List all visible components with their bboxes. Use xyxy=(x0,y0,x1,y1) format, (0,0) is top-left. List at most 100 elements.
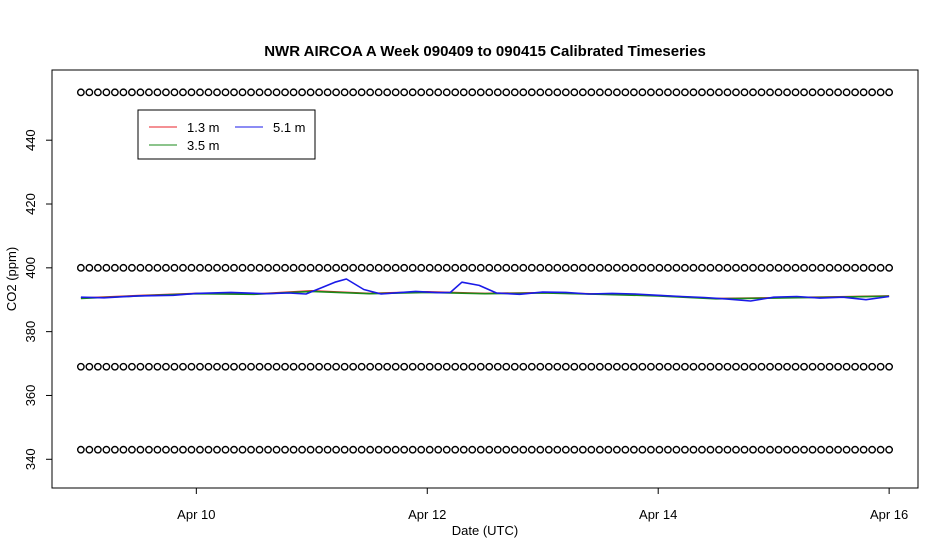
reference-marker xyxy=(561,362,570,371)
reference-marker xyxy=(527,362,536,371)
reference-marker xyxy=(153,445,162,454)
legend: 1.3 m 3.5 m 5.1 m xyxy=(137,109,316,160)
reference-marker xyxy=(834,88,842,97)
reference-marker xyxy=(468,263,477,272)
reference-marker xyxy=(723,445,732,454)
reference-marker xyxy=(570,445,579,454)
reference-marker xyxy=(110,445,119,454)
reference-marker xyxy=(664,445,672,454)
reference-marker xyxy=(740,445,749,454)
reference-marker xyxy=(383,88,392,97)
reference-marker xyxy=(638,445,647,454)
reference-marker xyxy=(255,263,264,272)
reference-marker xyxy=(93,88,102,97)
reference-marker xyxy=(510,88,519,97)
reference-marker xyxy=(595,362,604,371)
reference-marker xyxy=(664,263,672,272)
reference-marker xyxy=(493,88,502,97)
reference-marker xyxy=(723,362,732,371)
reference-marker xyxy=(808,362,817,371)
reference-marker xyxy=(289,362,298,371)
reference-marker xyxy=(264,88,272,97)
reference-marker xyxy=(587,263,596,272)
reference-marker xyxy=(391,362,400,371)
reference-marker xyxy=(493,445,502,454)
legend-label-5-1m: 5.1 m xyxy=(273,120,306,135)
reference-marker xyxy=(408,445,417,454)
reference-marker xyxy=(272,445,281,454)
reference-marker xyxy=(578,88,587,97)
reference-marker xyxy=(230,88,238,97)
reference-marker xyxy=(128,362,136,371)
reference-marker xyxy=(76,263,85,272)
reference-marker xyxy=(570,362,579,371)
series-lines xyxy=(80,278,890,302)
reference-marker xyxy=(298,445,306,454)
reference-marker xyxy=(425,263,434,272)
reference-marker xyxy=(476,445,485,454)
reference-marker xyxy=(817,88,825,97)
reference-marker xyxy=(706,88,715,97)
reference-marker xyxy=(689,445,698,454)
reference-marker xyxy=(323,362,332,371)
reference-marker xyxy=(527,263,536,272)
reference-marker xyxy=(612,362,621,371)
reference-marker xyxy=(400,445,409,454)
reference-marker xyxy=(817,445,825,454)
reference-marker xyxy=(417,263,426,272)
series-line-1-3-m xyxy=(80,289,890,300)
reference-marker xyxy=(170,362,179,371)
reference-marker xyxy=(698,263,706,272)
reference-marker xyxy=(417,445,426,454)
reference-marker xyxy=(340,88,349,97)
reference-marker xyxy=(145,263,153,272)
reference-marker xyxy=(570,263,579,272)
reference-marker xyxy=(247,263,255,272)
reference-marker xyxy=(672,88,681,97)
reference-marker xyxy=(255,445,264,454)
reference-marker xyxy=(76,88,85,97)
y-axis-label: CO2 (ppm) xyxy=(4,247,19,311)
reference-marker xyxy=(357,263,366,272)
reference-marker xyxy=(595,263,604,272)
reference-marker xyxy=(808,263,817,272)
reference-marker xyxy=(272,362,281,371)
reference-marker xyxy=(800,88,808,97)
reference-marker xyxy=(255,362,264,371)
reference-marker xyxy=(842,445,851,454)
reference-marker xyxy=(868,445,877,454)
reference-marker xyxy=(391,88,400,97)
reference-marker xyxy=(451,362,460,371)
reference-marker xyxy=(732,445,740,454)
reference-marker xyxy=(196,445,204,454)
x-axis: Apr 10 Apr 12 Apr 14 Apr 16 xyxy=(177,488,908,522)
reference-marker xyxy=(145,88,153,97)
reference-marker xyxy=(374,362,383,371)
reference-marker xyxy=(519,445,528,454)
reference-marker xyxy=(187,445,196,454)
reference-marker xyxy=(136,88,145,97)
reference-marker xyxy=(162,445,170,454)
reference-marker xyxy=(230,362,238,371)
reference-marker xyxy=(153,88,162,97)
reference-marker xyxy=(383,445,392,454)
reference-marker xyxy=(170,88,179,97)
reference-marker xyxy=(434,88,443,97)
reference-marker xyxy=(595,88,604,97)
reference-marker xyxy=(672,362,681,371)
reference-marker xyxy=(868,362,877,371)
reference-marker xyxy=(85,362,94,371)
reference-marker xyxy=(834,362,842,371)
reference-marker xyxy=(612,263,621,272)
reference-marker xyxy=(442,362,451,371)
reference-marker xyxy=(638,88,647,97)
reference-marker xyxy=(374,88,383,97)
reference-marker xyxy=(247,445,255,454)
reference-marker xyxy=(868,88,877,97)
reference-marker xyxy=(332,263,341,272)
reference-marker xyxy=(757,362,766,371)
reference-marker xyxy=(315,362,323,371)
reference-marker xyxy=(357,362,366,371)
reference-marker xyxy=(766,445,774,454)
reference-marker xyxy=(664,362,672,371)
